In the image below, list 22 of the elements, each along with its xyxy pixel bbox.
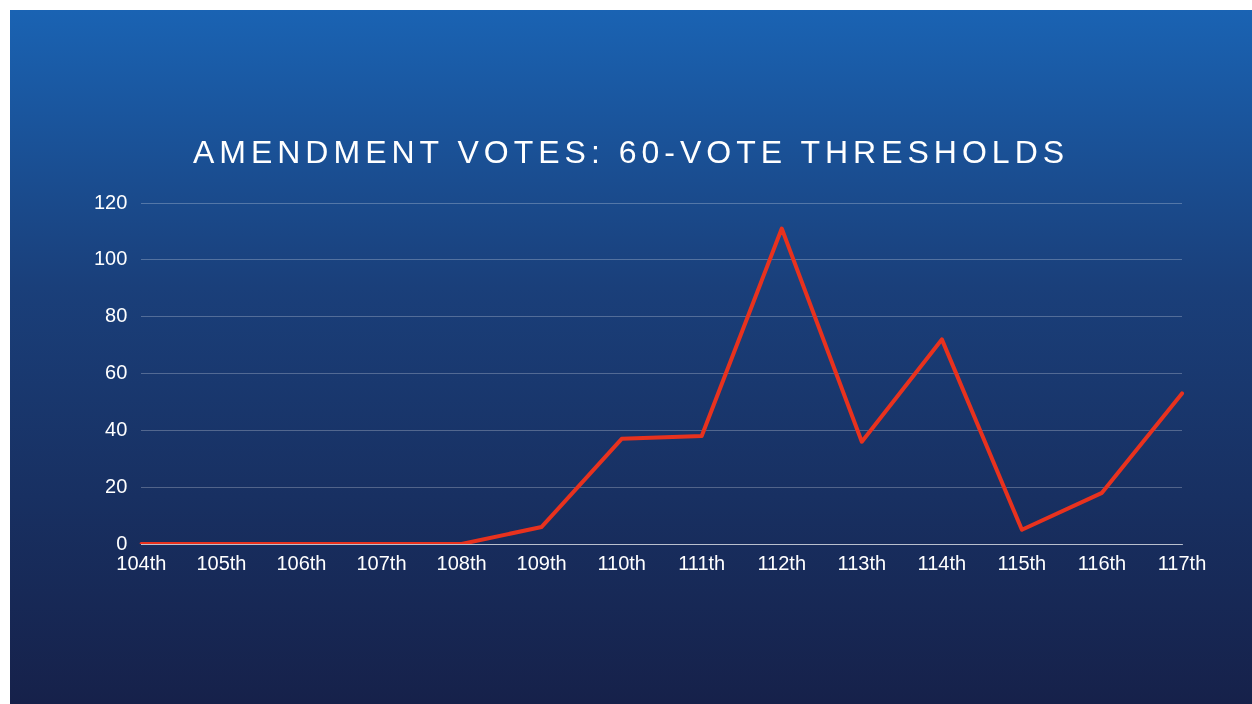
y-tick-label: 40 bbox=[105, 417, 128, 440]
y-tick-label: 100 bbox=[93, 247, 128, 270]
y-tick-label: 0 bbox=[116, 531, 128, 554]
x-tick-label: 106th bbox=[276, 551, 327, 574]
x-tick-label: 108th bbox=[436, 551, 487, 574]
x-tick-label: 105th bbox=[196, 551, 247, 574]
y-tick-label: 60 bbox=[105, 361, 128, 384]
x-tick-label: 104th bbox=[116, 551, 167, 574]
x-tick-label: 112th bbox=[757, 551, 807, 574]
chart-title: AMENDMENT VOTES: 60-VOTE THRESHOLDS bbox=[191, 134, 1071, 171]
y-tick-label: 80 bbox=[105, 304, 128, 327]
y-tick-label: 120 bbox=[93, 190, 128, 213]
x-tick-label: 116th bbox=[1077, 551, 1127, 574]
y-tick-label: 20 bbox=[105, 474, 128, 497]
x-tick-label: 111th bbox=[678, 551, 726, 574]
x-tick-label: 117th bbox=[1157, 551, 1207, 574]
x-tick-label: 107th bbox=[356, 551, 407, 574]
x-tick-label: 109th bbox=[516, 551, 567, 574]
x-tick-label: 113th bbox=[837, 551, 887, 574]
x-tick-label: 110th bbox=[597, 551, 646, 574]
x-tick-label: 115th bbox=[997, 551, 1047, 574]
x-tick-label: 114th bbox=[917, 551, 967, 574]
